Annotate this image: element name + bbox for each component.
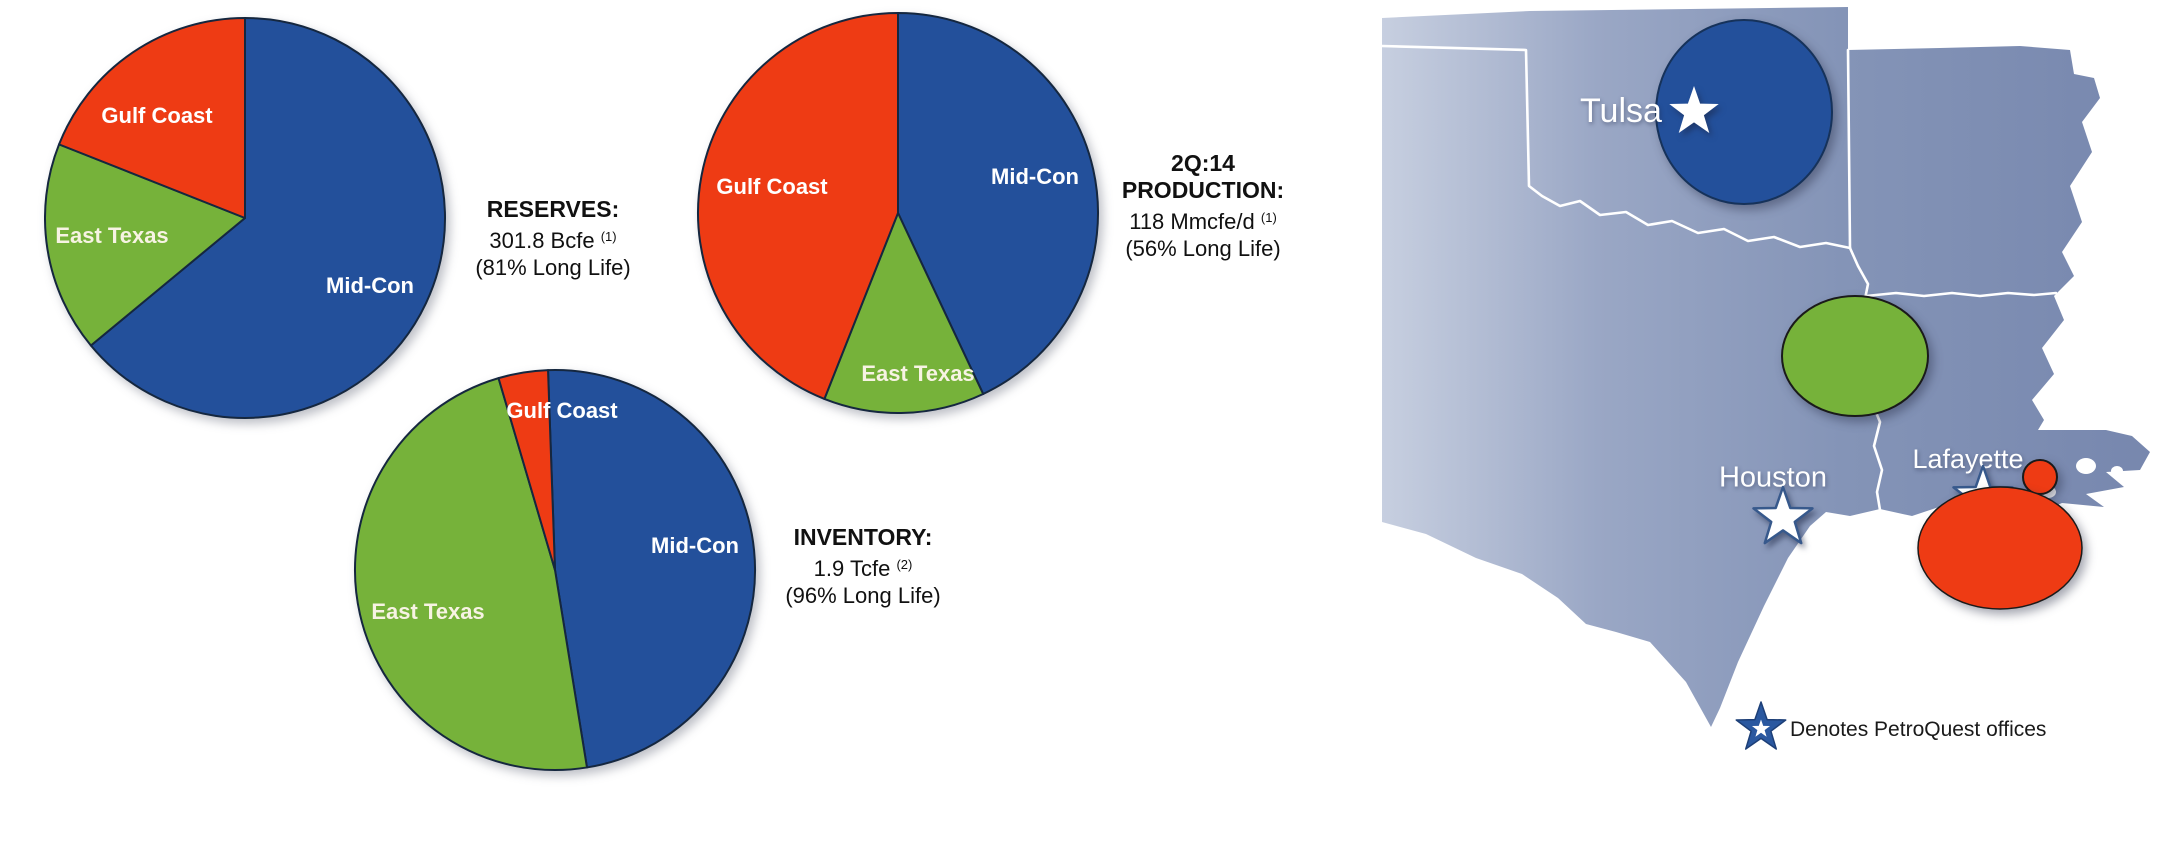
production-footnote: (1)	[1260, 210, 1277, 225]
houston-label: Houston	[1719, 462, 1827, 494]
lafayette-label: Lafayette	[1912, 444, 2023, 474]
inventory-stat-block: INVENTORY: 1.9 Tcfe (2) (96% Long Life)	[748, 524, 978, 609]
pie-slice-label: East Texas	[861, 361, 974, 386]
inventory-subline: (96% Long Life)	[785, 583, 941, 608]
pie-slice-label: Gulf Coast	[101, 103, 213, 128]
gulf-coast-area-circle	[1917, 486, 2083, 610]
reserves-footnote: (1)	[600, 229, 617, 244]
map-legend: Denotes PetroQuest offices	[1735, 701, 2046, 750]
region-map: Tulsa Houston Lafayette Denotes PetroQue…	[1380, 7, 2150, 750]
pie-slice-label: Gulf Coast	[506, 398, 618, 423]
inventory-value-line: 1.9 Tcfe (2)	[813, 556, 913, 581]
tulsa-office-star	[1669, 86, 1719, 134]
border-arkansas-louisiana	[1864, 291, 2058, 298]
state-borders	[1380, 44, 2058, 512]
reserves-pie-chart: Mid-Con East Texas Gulf Coast	[44, 17, 447, 419]
pie-slice-mid-con	[547, 369, 757, 769]
pie-slice-label: Mid-Con	[991, 164, 1079, 189]
pie-slice-east-texas	[823, 212, 985, 414]
houston-office-star	[1752, 485, 1814, 545]
legend-label: Denotes PetroQuest offices	[1790, 718, 2046, 741]
pie-slice-gulf-coast	[58, 17, 246, 219]
midcon-area-circle	[1655, 19, 1833, 205]
reserves-title: RESERVES:	[486, 196, 620, 222]
pie-slice-gulf-coast	[697, 12, 899, 400]
pie-slice-label: Gulf Coast	[716, 174, 828, 199]
legend-star-inner-icon	[1751, 719, 1771, 737]
pie-slice-label: Mid-Con	[326, 273, 414, 298]
production-value-line: 118 Mmcfe/d (1)	[1129, 209, 1277, 234]
reserves-stat-block: RESERVES: 301.8 Bcfe (1) (81% Long Life)	[438, 196, 668, 281]
production-subline: (56% Long Life)	[1125, 236, 1281, 261]
inventory-footnote: (2)	[896, 557, 913, 572]
pie-slice-gulf-coast	[497, 369, 556, 571]
reserves-subline: (81% Long Life)	[475, 255, 631, 280]
inventory-title: INVENTORY:	[793, 524, 933, 550]
inventory-pie-chart: Mid-Con East Texas Gulf Coast	[353, 369, 757, 771]
production-pie-chart: Mid-Con East Texas Gulf Coast	[697, 12, 1099, 414]
production-stat-block: 2Q:14 PRODUCTION: 118 Mmcfe/d (1) (56% L…	[1088, 150, 1318, 262]
border-texas-oklahoma	[1380, 44, 1852, 250]
pie-slice-label: Mid-Con	[651, 533, 739, 558]
border-oklahoma-arkansas	[1846, 48, 1852, 250]
pie-slice-label: East Texas	[371, 599, 484, 624]
pie-slice-east-texas	[44, 143, 246, 347]
states-landmass	[1382, 7, 2150, 727]
east-texas-area-circle	[1781, 295, 1929, 417]
reserves-value-line: 301.8 Bcfe (1)	[489, 228, 617, 253]
pie-slice-mid-con	[89, 17, 447, 419]
pie-slice-mid-con	[897, 12, 1099, 395]
pie-slice-label: East Texas	[55, 223, 168, 248]
production-period: 2Q:14	[1171, 150, 1235, 176]
production-title: PRODUCTION:	[1121, 177, 1285, 203]
tulsa-label: Tulsa	[1580, 92, 1662, 130]
gulf-coast-small-circle	[2022, 459, 2058, 495]
pie-slice-east-texas	[353, 377, 588, 771]
